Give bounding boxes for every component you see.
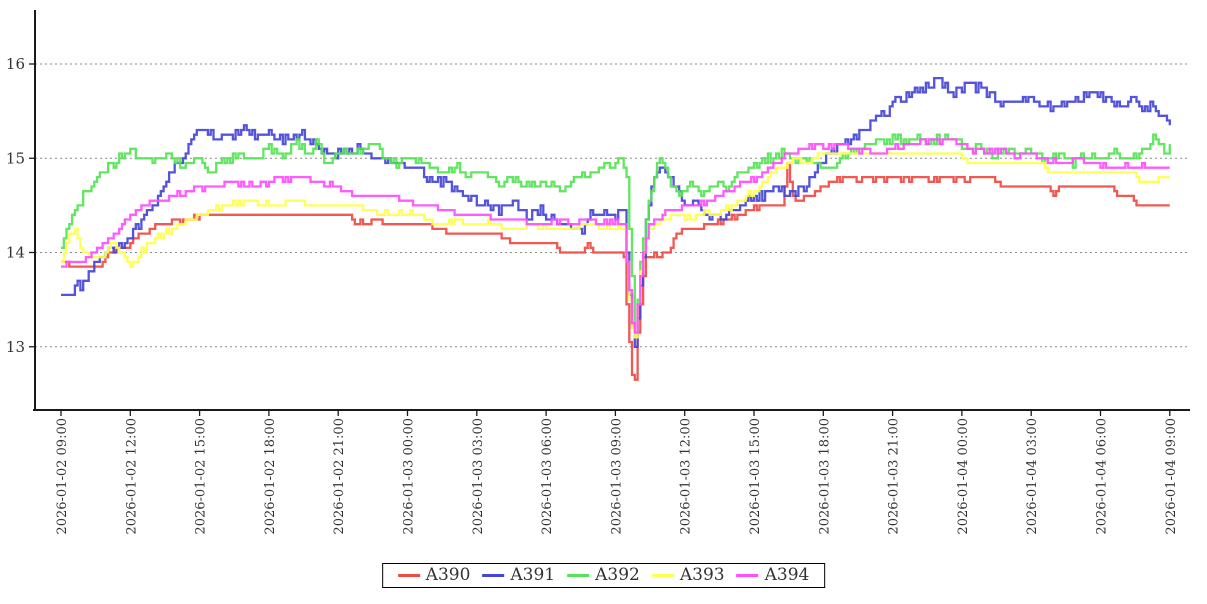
legend-item-A394: A394 (736, 565, 810, 585)
y-tick-label: 16 (6, 55, 25, 73)
x-tick-label: 2026-01-03 18:00 (817, 418, 832, 535)
y-tick-label: 13 (6, 338, 25, 356)
legend-label: A392 (595, 565, 640, 585)
x-tick-label: 2026-01-04 06:00 (1095, 418, 1110, 535)
x-tick-label: 2026-01-04 03:00 (1025, 418, 1040, 535)
legend-label: A393 (679, 565, 725, 585)
x-tick-label: 2026-01-02 09:00 (55, 418, 70, 535)
x-tick-label: 2026-01-03 03:00 (471, 418, 486, 535)
x-tick-label: 2026-01-02 12:00 (124, 418, 139, 535)
series-line-A391 (61, 76, 1171, 348)
legend-item-A391: A391 (482, 567, 555, 584)
x-tick-label: 2026-01-03 06:00 (540, 418, 555, 535)
x-tick-label: 2026-01-04 00:00 (956, 418, 971, 535)
x-tick-label: 2026-01-03 00:00 (402, 418, 417, 535)
x-tick-label: 2026-01-03 09:00 (609, 418, 624, 535)
legend-swatch-A390 (397, 574, 420, 577)
y-tick-label: 15 (6, 149, 25, 167)
series-line-A394 (61, 138, 1170, 334)
legend-item-A392: A392 (567, 567, 640, 584)
x-tick-label: 2026-01-03 21:00 (887, 418, 902, 535)
series-line-A393 (61, 152, 1170, 339)
series-line-A392 (61, 133, 1171, 334)
legend-swatch-A393 (651, 574, 674, 577)
legend: A390 A391 A392 A393 A394 (381, 563, 826, 588)
y-tick-label: 14 (6, 244, 25, 262)
x-tick-label: 2026-01-03 15:00 (748, 418, 763, 535)
legend-label: A394 (764, 565, 810, 585)
legend-label: A390 (425, 565, 471, 585)
legend-label: A391 (510, 565, 556, 585)
x-tick-label: 2026-01-02 21:00 (332, 418, 347, 535)
x-tick-label: 2026-01-02 15:00 (194, 418, 209, 535)
legend-item-A393: A393 (651, 565, 725, 585)
legend-swatch-A391 (482, 574, 505, 577)
x-tick-label: 2026-01-04 09:00 (1164, 418, 1179, 535)
x-tick-label: 2026-01-03 12:00 (679, 418, 694, 535)
series-line-A390 (61, 161, 1170, 381)
legend-swatch-A392 (567, 574, 590, 577)
legend-item-A390: A390 (397, 565, 471, 585)
x-tick-label: 2026-01-02 18:00 (263, 418, 278, 535)
legend-swatch-A394 (736, 574, 759, 577)
